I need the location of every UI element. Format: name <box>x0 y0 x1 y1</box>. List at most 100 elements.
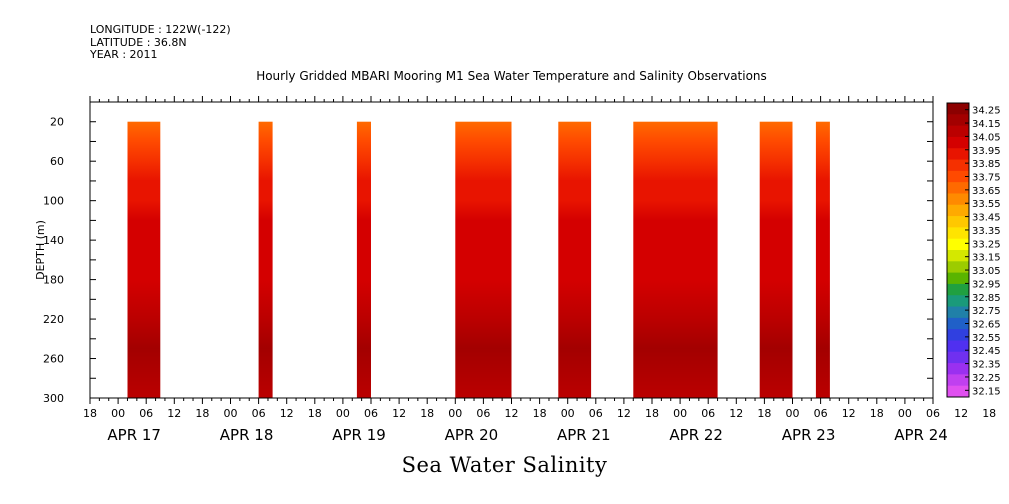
x-hour-tick-label: 00 <box>673 407 687 420</box>
y-tick-label: 300 <box>43 392 64 405</box>
x-hour-tick-label: 18 <box>195 407 209 420</box>
colorbar-label: 32.75 <box>972 306 1001 317</box>
colorbar-label: 32.35 <box>972 360 1001 371</box>
salinity-block <box>633 121 718 398</box>
colorbar-label: 33.25 <box>972 239 1001 250</box>
x-hour-tick-label: 06 <box>589 407 603 420</box>
axes-layer: 18 00 06 12 18 00 06 12 18 00 06 12 18 00 06 12 18 00 06 12… <box>34 96 996 444</box>
y-tick-label: 180 <box>43 274 64 287</box>
colorbar-label: 33.65 <box>972 186 1001 197</box>
colorbar-swatch <box>947 193 969 206</box>
y-axis-label: DEPTH (m) <box>34 220 47 280</box>
colorbar-label: 34.05 <box>972 132 1001 143</box>
x-date-label: APR 24 <box>894 426 948 444</box>
colorbar-swatch <box>947 374 969 387</box>
colorbar-swatch <box>947 329 969 341</box>
colorbar-label: 33.45 <box>972 213 1001 224</box>
colorbar-swatch <box>947 250 969 262</box>
x-hour-tick-label: 12 <box>954 407 968 420</box>
colorbar-label: 33.15 <box>972 253 1001 264</box>
y-tick-label: 20 <box>50 116 64 129</box>
x-hour-tick-label: 00 <box>786 407 800 420</box>
colorbar-label: 32.25 <box>972 373 1001 384</box>
colorbar-layer: 34.25 34.15 34.05 33.95 33.85 33.75 33.65 33.55… <box>946 102 1001 398</box>
chart-subtitle: Sea Water Salinity <box>401 453 608 477</box>
x-hour-tick-label: 00 <box>224 407 238 420</box>
y-tick-label: 260 <box>43 353 64 366</box>
colorbar-label: 33.75 <box>972 173 1001 184</box>
colorbar-label: 33.55 <box>972 199 1001 210</box>
colorbar-label: 32.55 <box>972 333 1001 344</box>
x-hour-tick-label: 06 <box>364 407 378 420</box>
x-hour-tick-label: 06 <box>814 407 828 420</box>
x-hour-tick-label: 12 <box>617 407 631 420</box>
y-tick-label: 220 <box>43 313 64 326</box>
x-hour-tick-label: 18 <box>308 407 322 420</box>
colorbar-swatch <box>947 125 969 138</box>
colorbar-label: 32.15 <box>972 386 1001 397</box>
x-hour-tick-label: 06 <box>139 407 153 420</box>
x-hour-tick-label: 12 <box>280 407 294 420</box>
x-date-label: APR 17 <box>107 426 161 444</box>
latitude-label: LATITUDE : 36.8N <box>90 35 187 49</box>
colorbar-swatch <box>947 182 969 194</box>
x-hour-tick-label: 06 <box>701 407 715 420</box>
salinity-block <box>455 121 512 398</box>
salinity-block <box>558 121 592 398</box>
colorbar-swatch <box>947 283 969 296</box>
colorbar-frame <box>946 102 970 398</box>
colorbar-label: 32.65 <box>972 320 1001 331</box>
plot-data-layer <box>127 121 830 398</box>
year-label: YEAR : 2011 <box>90 48 158 61</box>
colorbar-swatch <box>947 148 969 161</box>
x-hour-tick-label: 06 <box>252 407 266 420</box>
x-hour-tick-label: 18 <box>645 407 659 420</box>
y-tick-label: 60 <box>50 155 64 168</box>
x-hour-tick-label: 18 <box>420 407 434 420</box>
x-hour-tick-label: 18 <box>870 407 884 420</box>
y-tick-label: 140 <box>43 234 64 247</box>
colorbar-swatch <box>947 363 969 375</box>
colorbar-label: 32.95 <box>972 279 1001 290</box>
colorbar-label: 32.45 <box>972 346 1001 357</box>
colorbar-label: 33.95 <box>972 146 1001 157</box>
colorbar-swatch <box>947 295 969 308</box>
x-hour-tick-label: 00 <box>561 407 575 420</box>
x-hour-tick-label: 00 <box>336 407 350 420</box>
x-hour-tick-label: 18 <box>533 407 547 420</box>
x-hour-tick-label: 00 <box>448 407 462 420</box>
x-hour-tick-label: 00 <box>111 407 125 420</box>
x-hour-tick-label: 12 <box>392 407 406 420</box>
colorbar-swatch <box>947 385 969 398</box>
colorbar-swatch <box>947 227 969 240</box>
x-hour-tick-label: 00 <box>898 407 912 420</box>
colorbar-swatch <box>947 340 969 353</box>
longitude-label: LONGITUDE : 122W(-122) <box>90 23 231 36</box>
salinity-block <box>356 121 371 398</box>
colorbar-label: 33.05 <box>972 266 1001 277</box>
x-hour-tick-label: 18 <box>757 407 771 420</box>
x-date-label: APR 21 <box>557 426 611 444</box>
colorbar-label: 32.85 <box>972 293 1001 304</box>
x-hour-tick-label: 12 <box>505 407 519 420</box>
y-tick-label: 100 <box>43 195 64 208</box>
colorbar-swatch <box>947 170 969 183</box>
x-date-label: APR 20 <box>445 426 499 444</box>
colorbar-swatch <box>947 204 969 217</box>
x-date-label: APR 19 <box>332 426 386 444</box>
x-hour-tick-label: 18 <box>83 407 97 420</box>
x-hour-tick-label: 06 <box>476 407 490 420</box>
x-hour-tick-label: 12 <box>167 407 181 420</box>
x-hour-tick-label: 12 <box>842 407 856 420</box>
colorbar-label: 34.15 <box>972 119 1001 130</box>
colorbar-label: 33.85 <box>972 159 1001 170</box>
x-hour-tick-label: 12 <box>729 407 743 420</box>
colorbar-swatch <box>947 114 969 127</box>
salinity-block <box>815 121 830 398</box>
colorbar-swatch <box>947 261 969 274</box>
chart-title: Hourly Gridded MBARI Mooring M1 Sea Wate… <box>256 69 767 83</box>
colorbar-swatch <box>947 272 969 285</box>
x-hour-tick-label: 18 <box>982 407 996 420</box>
salinity-block <box>759 121 793 398</box>
